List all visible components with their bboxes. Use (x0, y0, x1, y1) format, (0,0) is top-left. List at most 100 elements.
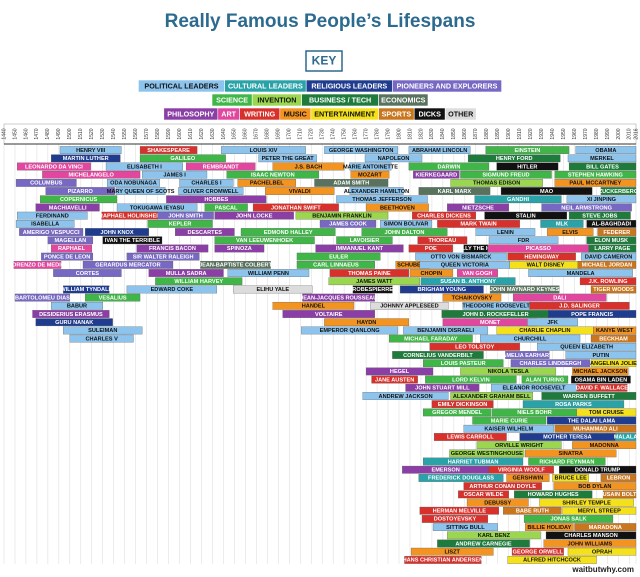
person-name: DONALD TRUMP (575, 468, 621, 474)
lifespan-bar (264, 187, 335, 195)
lifespan-bar (147, 220, 213, 228)
person-name: LEO TOLSTOY (455, 345, 495, 351)
lifespan-bar (85, 228, 149, 236)
person-name: CHURCHILL (514, 336, 547, 342)
x-tick-label: 1760 (352, 128, 358, 139)
person-name: AMERIGO VESPUCCI (23, 230, 80, 236)
person-name: THE DALAI LAMA (568, 418, 616, 424)
x-tick-label: 1500 (67, 128, 73, 139)
lifespan-bar (295, 211, 389, 220)
person-name: EMERSON (431, 468, 459, 474)
lifespan-bar (105, 162, 183, 171)
person-name: JOHN DALTON (385, 230, 425, 236)
lifespan-bar (572, 441, 637, 450)
person-name: LARRY PAGE (594, 246, 630, 252)
x-tick-label: 1580 (155, 128, 161, 139)
lifespan-bar (419, 506, 499, 515)
person-name: JOHN D. ROCKEFELLER (462, 312, 528, 318)
lifespan-bar (580, 252, 637, 261)
person-name: MICHAEL FARADAY (404, 336, 458, 342)
person-name: ANGELINA JOLIE (590, 361, 637, 367)
person-name: REMBRANDT (203, 164, 240, 170)
lifespan-bar (106, 179, 160, 187)
person-name: ZUCKERBERG (599, 189, 638, 195)
lifespan-bar (575, 146, 637, 154)
lifespan-bar (514, 490, 593, 499)
lifespan-bar (562, 506, 637, 515)
lifespan-bar (457, 269, 498, 277)
person-name: ARTHUR CONAN DOYLE (469, 484, 536, 490)
person-name: JAMES COOK (329, 222, 367, 228)
lifespan-bar (178, 187, 244, 195)
lifespan-bar (586, 236, 637, 245)
person-name: THOMAS EDISON (473, 181, 520, 187)
lifespan-bar (460, 367, 557, 376)
chart-title: Really Famous People’s Lifespans (165, 11, 476, 32)
person-name: MICHELANGELO (69, 172, 115, 178)
person-name: RAPHAEL HOLINSHED (99, 213, 160, 219)
key-label: ECONOMICS (381, 95, 426, 104)
x-tick-label: 1750 (341, 128, 347, 139)
lifespan-bar (472, 416, 547, 425)
lifespan-bar (433, 433, 507, 441)
lifespan-bar (615, 433, 637, 441)
person-name: SULEIMAN (88, 328, 117, 334)
key-label: INVENTION (257, 95, 296, 104)
person-name: ALEXANDER GRAHAM BELL (453, 394, 531, 400)
lifespan-bar (488, 236, 559, 245)
lifespan-bar (302, 293, 376, 302)
person-name: GALILEO (170, 156, 196, 162)
person-name: GERARDUS MERCATOR (95, 263, 160, 269)
person-name: MARADONA (589, 525, 622, 531)
key-label: MUSIC (284, 109, 307, 118)
lifespan-bar (567, 547, 637, 556)
lifespan-bar (463, 424, 554, 433)
person-name: ROBESPIERRE (352, 287, 393, 293)
person-name: ISAAC NEWTON (251, 172, 295, 178)
x-tick-label: 1570 (144, 128, 150, 139)
person-name: LEONARDO DA VINCI (25, 164, 83, 170)
person-name: J.S. BACH (295, 164, 323, 170)
person-name: SIGMUND FREUD (482, 172, 529, 178)
x-tick-label: 1510 (78, 128, 84, 139)
person-name: SINATRA (558, 451, 582, 457)
person-name: ANDREW JACKSON (379, 394, 433, 400)
person-name: ELON MUSK (595, 238, 629, 244)
x-tick-label: 1890 (495, 128, 501, 139)
key-swatch (444, 107, 477, 121)
person-name: TCHAIKOVSKY (452, 295, 493, 301)
person-name: JOHN MAYNARD KEYNES (490, 287, 560, 293)
person-name: MUHAMMAD ALI (573, 427, 618, 433)
person-name: MARTIN LUTHER (63, 156, 109, 162)
person-name: MOZART (358, 172, 383, 178)
person-name: WILLIAM PENN (248, 271, 289, 277)
person-name: MARK TWAIN (460, 222, 496, 228)
lifespan-bar (15, 179, 77, 187)
person-name: EDWARD COKE (151, 287, 194, 293)
lifespan-bar (475, 228, 536, 236)
person-name: VAN LEEUWENHOEK (236, 238, 293, 244)
lifespan-bar (507, 556, 597, 564)
lifespan-bar (214, 244, 265, 253)
lifespan-bar (510, 359, 591, 368)
lifespan-bar (179, 179, 234, 187)
lifespan-bar (240, 228, 336, 236)
lifespan-bar (51, 244, 92, 253)
person-name: DAVID CAMERON (585, 254, 632, 260)
lifespan-bar (586, 220, 637, 228)
lifespan-bar (32, 310, 110, 318)
lifespan-bar (126, 285, 218, 294)
lifespan-bar (418, 187, 491, 195)
person-name: MERYL STREEP (578, 509, 621, 515)
lifespan-bar (528, 269, 633, 277)
person-name: MOTHER TERESA (543, 435, 591, 441)
person-name: BOB DYLAN (578, 484, 611, 490)
lifespan-bar (554, 170, 637, 179)
x-tick-label: 1690 (276, 128, 282, 139)
lifespan-bar (352, 285, 393, 294)
lifespan-bar (415, 252, 507, 261)
person-name: HOWARD HUGHES (528, 492, 579, 498)
lifespan-bar (364, 154, 423, 163)
person-name: GEORGE WASHINGTON (329, 148, 394, 154)
lifespan-bar (214, 236, 315, 245)
